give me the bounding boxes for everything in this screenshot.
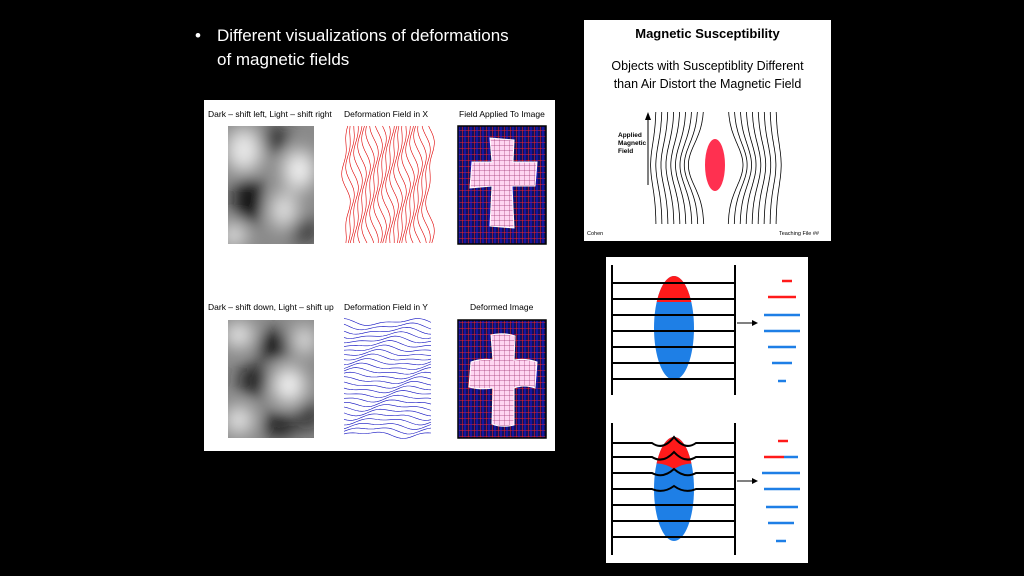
signal-bars-top bbox=[764, 279, 800, 383]
susceptibility-subtitle: Objects with Susceptiblity Different tha… bbox=[584, 57, 831, 93]
deformation-field-x bbox=[341, 125, 435, 244]
label-dark-shift-left: Dark – shift left, Light – shift right bbox=[208, 109, 332, 119]
label-deformed-image: Deformed Image bbox=[470, 302, 534, 312]
shift-x-map bbox=[228, 126, 314, 244]
deformed-image bbox=[457, 319, 547, 439]
footer-right: Teaching File ## bbox=[778, 231, 819, 237]
field-arrow-head bbox=[645, 112, 651, 120]
slice-diagram-top bbox=[611, 265, 800, 395]
subtitle-line-1: Objects with Susceptiblity Different bbox=[611, 59, 804, 73]
deformation-figure: Dark – shift left, Light – shift right D… bbox=[204, 100, 555, 451]
slice-diagram-bottom bbox=[611, 423, 800, 555]
susceptibility-figure: Magnetic Susceptibility Objects with Sus… bbox=[584, 20, 831, 241]
deformation-graphics bbox=[228, 125, 547, 439]
applied-line-3: Field bbox=[618, 148, 634, 155]
label-deformation-x: Deformation Field in X bbox=[344, 109, 429, 119]
label-field-applied: Field Applied To Image bbox=[459, 109, 545, 119]
bullet-symbol: • bbox=[195, 26, 201, 45]
applied-field-label: Applied Magnetic Field bbox=[618, 132, 646, 156]
susceptible-object bbox=[705, 139, 725, 191]
bullet-text: Different visualizations of deformations… bbox=[217, 26, 509, 69]
label-dark-shift-down: Dark – shift down, Light – shift up bbox=[208, 302, 334, 312]
deformation-field-y bbox=[343, 318, 432, 439]
signal-bars-bottom bbox=[762, 439, 800, 543]
applied-line-2: Magnetic bbox=[618, 140, 647, 147]
applied-line-1: Applied bbox=[618, 132, 642, 139]
susceptibility-title: Magnetic Susceptibility bbox=[635, 26, 780, 41]
field-lines-graphic bbox=[645, 111, 782, 225]
shift-y-map bbox=[228, 320, 314, 438]
footer-left: Cohen bbox=[587, 231, 604, 237]
slice-diagram-graphic bbox=[611, 265, 800, 555]
field-applied-image bbox=[457, 125, 547, 245]
subtitle-line-2: than Air Distort the Magnetic Field bbox=[613, 77, 802, 91]
label-deformation-y: Deformation Field in Y bbox=[344, 302, 428, 312]
magnetic-field-lines bbox=[650, 111, 782, 225]
slice-diagram-figure bbox=[606, 257, 808, 563]
